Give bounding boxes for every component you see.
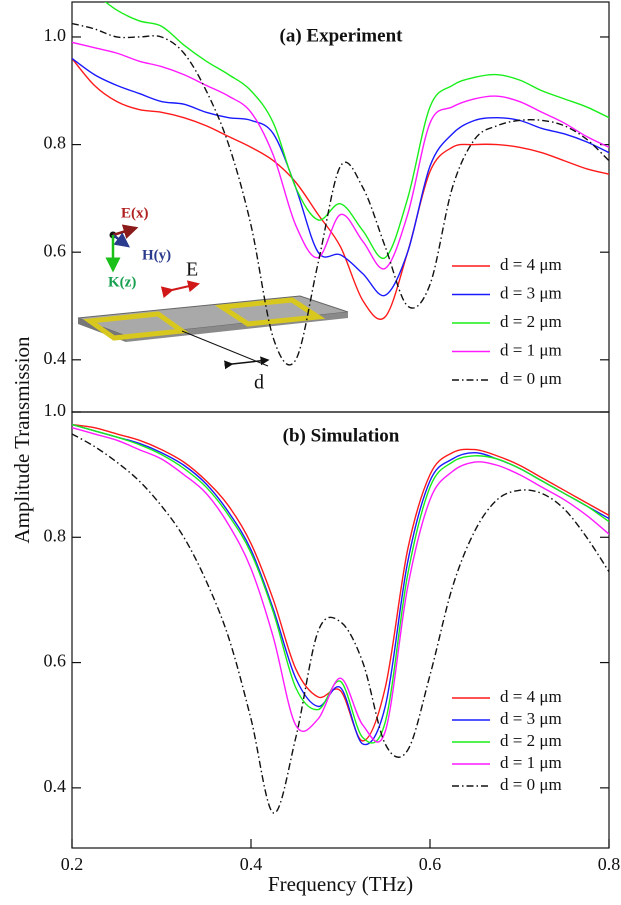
x-axis-label: Frequency (THz) [268,872,413,896]
legend-label: d = 2 μm [500,731,562,750]
figure: 0.4 0.6 0.8 1.0 d = 4 μm d = 3 μm d = 2 μm d = … [0,0,621,905]
annotation: H(y) [142,247,171,263]
legend-label: d = 1 μm [500,340,562,359]
legend-label: d = 0 μm [500,369,562,388]
legend-label: d = 3 μm [500,283,562,302]
annotation: E [186,259,198,281]
y-tick-label: 0.8 [44,525,67,545]
x-tick-label: 0.8 [598,854,621,874]
x-tick-label: 0.6 [419,854,442,874]
y-tick-label: 0.8 [44,133,67,153]
panel-title: (a) Experiment [280,25,404,46]
annotation: E(x) [121,205,149,221]
legend-label: d = 4 μm [500,687,562,706]
legend-label: d = 4 μm [500,255,562,274]
legend-label: d = 0 μm [500,775,562,794]
annotation: K(z) [108,274,136,290]
y-tick-label: 1.0 [44,400,67,420]
y-tick-label: 0.4 [44,348,67,368]
annotation: d [254,372,264,394]
legend-label: d = 1 μm [500,753,562,772]
y-tick-label: 0.6 [44,651,67,671]
x-tick-label: 0.2 [61,854,84,874]
y-tick-label: 0.6 [44,240,67,260]
data-line [72,58,609,319]
panel-title: (b) Simulation [283,425,400,446]
y-axis-label: Amplitude Transmission [10,336,34,544]
legend-label: d = 3 μm [500,709,562,728]
y-tick-label: 0.4 [44,776,67,796]
legend-label: d = 2 μm [500,312,562,331]
y-tick-label: 1.0 [44,25,67,45]
data-line [72,42,609,269]
x-tick-label: 0.4 [240,854,263,874]
